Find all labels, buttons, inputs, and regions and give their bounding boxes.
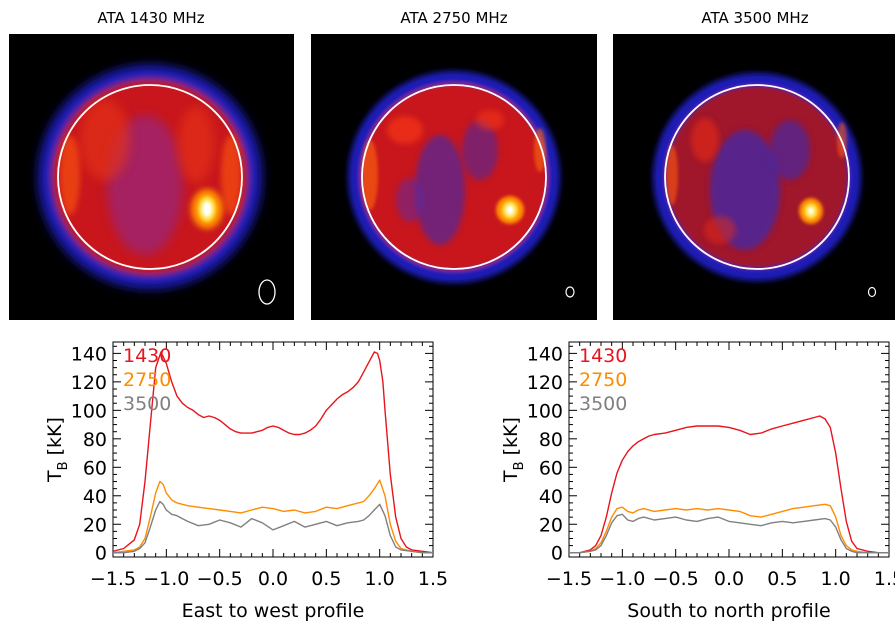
east-west-profile-plot: −1.5 −1.0 −0.5 0.0 0.5 1.0 1.5 0 20 40 60 80 100 120 1…	[44, 341, 448, 622]
legend-entry-3500: 3500	[123, 393, 171, 415]
y-tick-label: 0	[95, 543, 107, 565]
panel-1430-image	[9, 34, 294, 320]
beam-ellipse	[867, 286, 877, 298]
panel-1430: ATA 1430 MHz	[9, 9, 294, 320]
limb-circle	[57, 84, 243, 270]
x-tick-label: 0.5	[311, 568, 341, 590]
limb-circle	[361, 84, 547, 270]
x-tick-label: 1.0	[365, 568, 395, 590]
y-tick-label: 60	[83, 457, 107, 479]
x-tick-label: −1.0	[599, 568, 645, 590]
y-tick-label: 20	[83, 514, 107, 536]
y-tick-label: 140	[527, 343, 563, 365]
x-tick-label: −1.5	[90, 568, 136, 590]
y-tick-label: 40	[539, 486, 563, 508]
legend-entry-2750: 2750	[123, 369, 171, 391]
panel-2750-image	[311, 34, 597, 320]
legend-entry-2750: 2750	[579, 369, 627, 391]
y-tick-label: 100	[527, 400, 563, 422]
y-axis-label: TB [kK]	[44, 417, 71, 483]
y-tick-label: 120	[71, 372, 107, 394]
x-tick-label: 1.5	[874, 568, 895, 590]
series-line-1430	[113, 351, 433, 554]
x-axis-label: East to west profile	[182, 600, 365, 622]
y-tick-label: 40	[83, 486, 107, 508]
series-layer	[113, 351, 433, 554]
panel-2750: ATA 2750 MHz	[311, 9, 597, 320]
y-tick-label: 60	[539, 457, 563, 479]
legend-entry-1430: 1430	[579, 345, 627, 367]
x-tick-label: −0.5	[197, 568, 243, 590]
panel-1430-title: ATA 1430 MHz	[97, 9, 204, 27]
y-tick-label: 80	[539, 429, 563, 451]
x-tick-label: 0.5	[767, 568, 797, 590]
y-axis-label: TB [kK]	[500, 417, 527, 483]
beam-ellipse	[258, 279, 276, 305]
x-tick-label: −1.0	[143, 568, 189, 590]
panel-3500-image	[613, 34, 895, 320]
y-tick-label: 140	[71, 343, 107, 365]
panel-3500: ATA 3500 MHz	[613, 9, 895, 320]
x-tick-label: 1.5	[418, 568, 448, 590]
series-line-3500	[569, 513, 889, 554]
series-layer	[569, 415, 889, 554]
x-axis-label: South to north profile	[627, 600, 830, 622]
x-tick-label: 0.0	[714, 568, 744, 590]
series-line-2750	[113, 479, 433, 554]
y-tick-label: 120	[527, 372, 563, 394]
y-tick-label: 20	[539, 514, 563, 536]
beam-ellipse	[565, 286, 575, 298]
x-tick-label: −1.5	[546, 568, 592, 590]
legend-entry-3500: 3500	[579, 393, 627, 415]
x-tick-label: 1.0	[821, 568, 851, 590]
panel-3500-title: ATA 3500 MHz	[701, 9, 808, 27]
panel-2750-title: ATA 2750 MHz	[400, 9, 507, 27]
x-tick-label: −0.5	[653, 568, 699, 590]
y-tick-label: 80	[83, 429, 107, 451]
series-line-1430	[569, 415, 889, 554]
series-line-3500	[113, 500, 433, 554]
x-tick-label: 0.0	[258, 568, 288, 590]
y-tick-label: 0	[551, 543, 563, 565]
limb-circle	[664, 84, 850, 270]
y-tick-label: 100	[71, 400, 107, 422]
legend-entry-1430: 1430	[123, 345, 171, 367]
series-line-2750	[569, 503, 889, 554]
south-north-profile-plot: −1.5 −1.0 −0.5 0.0 0.5 1.0 1.5 0 20 40 60 80 100 120 1…	[500, 341, 895, 622]
